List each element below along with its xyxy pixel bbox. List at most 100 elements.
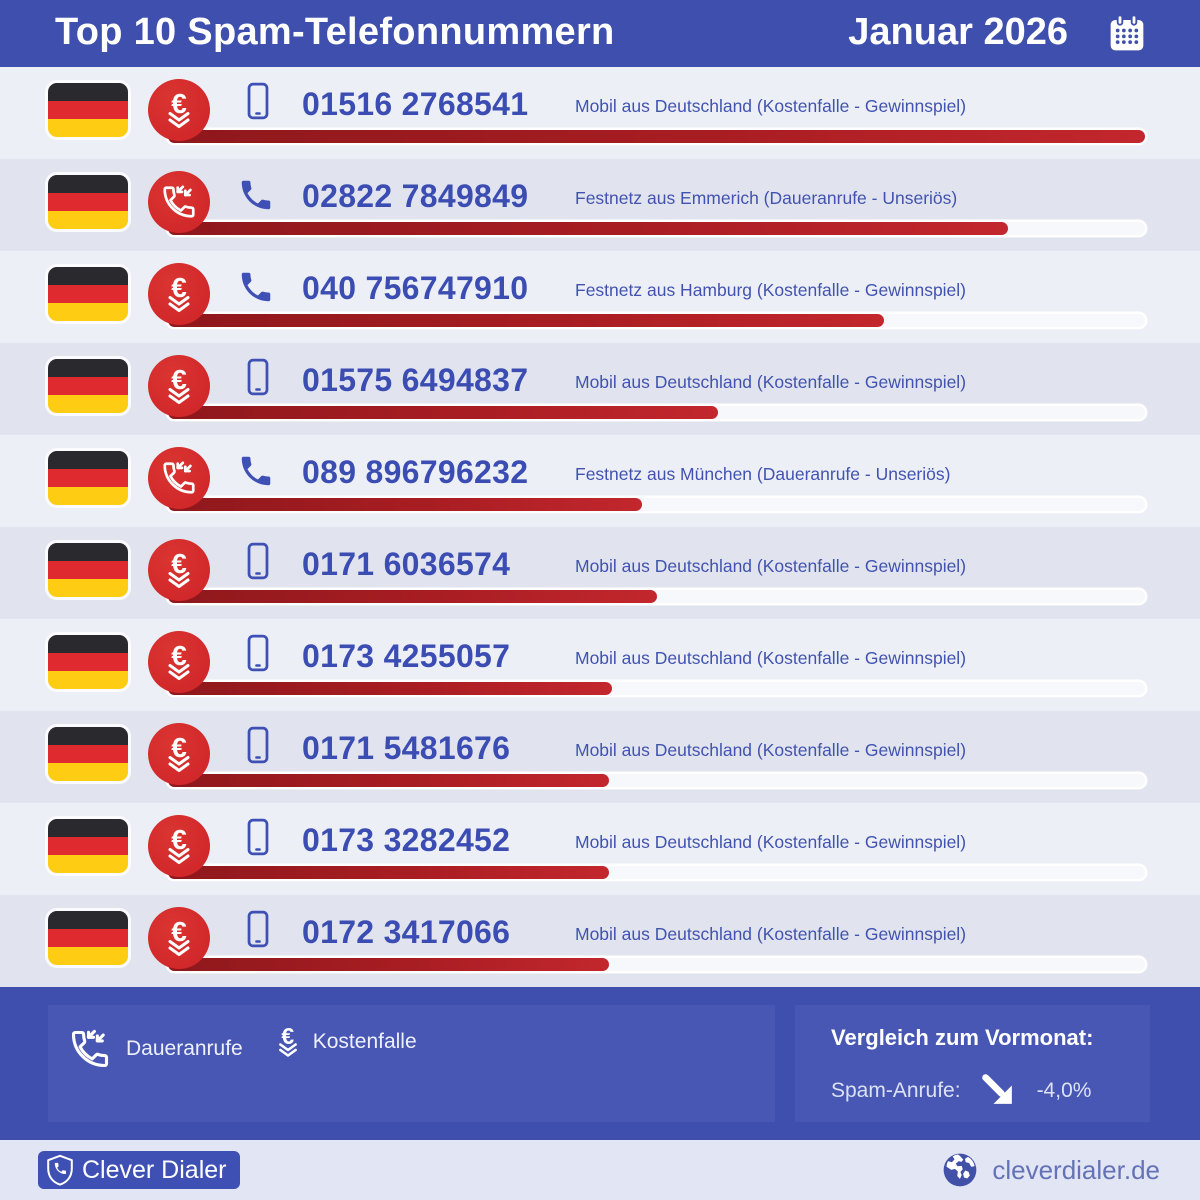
comparison-row: Spam-Anrufe: -4,0% bbox=[831, 1069, 1091, 1113]
spam-frequency-bar-fill bbox=[168, 958, 609, 971]
spam-row-6: € 0171 6036574 Mobil aus Deutsc bbox=[0, 527, 1200, 619]
spam-description: Festnetz aus Hamburg (Kostenfalle - Gewi… bbox=[575, 280, 967, 300]
spam-frequency-bar-track bbox=[168, 498, 1145, 511]
spam-category-badge: € bbox=[148, 907, 210, 969]
spam-frequency-bar-fill bbox=[168, 774, 609, 787]
shield-phone-icon bbox=[47, 1154, 73, 1186]
mobile-phone-icon bbox=[247, 542, 269, 580]
spam-frequency-bar-track bbox=[168, 130, 1145, 143]
spam-frequency-bar-fill bbox=[168, 406, 719, 419]
euro-trap-icon: € bbox=[166, 366, 192, 404]
legend-item-daueranrufe: Daueranrufe bbox=[68, 1027, 243, 1071]
header-bar: Top 10 Spam-Telefonnummern Januar 2026 bbox=[0, 0, 1200, 67]
euro-trap-icon: € bbox=[166, 642, 192, 680]
spam-category-badge: € bbox=[148, 171, 210, 233]
spam-description: Mobil aus Deutschland (Kostenfalle - Gew… bbox=[575, 832, 967, 852]
spam-category-badge: € bbox=[148, 723, 210, 785]
footer-bar: Clever Dialer cleverdialer.de bbox=[0, 1140, 1200, 1200]
spam-description: Festnetz aus München (Daueranrufe - Unse… bbox=[575, 464, 951, 484]
germany-flag bbox=[48, 635, 128, 689]
incoming-call-icon bbox=[71, 1029, 109, 1068]
brand-name: Clever Dialer bbox=[82, 1155, 227, 1184]
comparison-title: Vergleich zum Vormonat: bbox=[831, 1025, 1094, 1050]
spam-frequency-bar-fill bbox=[168, 682, 612, 695]
phone-number: 040 756747910 bbox=[302, 270, 529, 306]
spam-category-badge: € bbox=[148, 355, 210, 417]
spam-frequency-bar-track bbox=[168, 406, 1145, 419]
germany-flag bbox=[48, 819, 128, 873]
spam-row-9: € 0173 3282452 Mobil aus Deutsc bbox=[0, 803, 1200, 895]
spam-frequency-bar-fill bbox=[168, 130, 1145, 143]
spam-row-8: € 0171 5481676 Mobil aus Deutsc bbox=[0, 711, 1200, 803]
spam-description: Mobil aus Deutschland (Kostenfalle - Gew… bbox=[575, 924, 967, 944]
germany-flag bbox=[48, 267, 128, 321]
spam-number-list: € 01516 2768541 Mobil aus Deuts bbox=[0, 67, 1200, 987]
phone-number: 089 896796232 bbox=[302, 454, 529, 490]
spam-row-10: € 0172 3417066 Mobil aus Deutsc bbox=[0, 895, 1200, 987]
summary-band: Daueranrufe € Kostenfalle Vergleich zum … bbox=[0, 987, 1200, 1140]
arrow-down-right-icon bbox=[981, 1074, 1012, 1104]
phone-number: 0171 5481676 bbox=[302, 730, 511, 766]
spam-description: Mobil aus Deutschland (Kostenfalle - Gew… bbox=[575, 96, 967, 116]
legend-panel: Daueranrufe € Kostenfalle bbox=[48, 1005, 775, 1122]
spam-description: Festnetz aus Emmerich (Daueranrufe - Uns… bbox=[575, 188, 958, 208]
mobile-phone-icon bbox=[247, 818, 269, 856]
mobile-phone-icon bbox=[247, 726, 269, 764]
phone-number: 0173 4255057 bbox=[302, 638, 511, 674]
comparison-label: Spam-Anrufe: bbox=[831, 1079, 961, 1102]
website-url: cleverdialer.de bbox=[992, 1154, 1160, 1185]
page-title: Top 10 Spam-Telefonnummern bbox=[55, 11, 615, 53]
comparison-panel: Vergleich zum Vormonat: Spam-Anrufe: -4,… bbox=[795, 1005, 1150, 1122]
spam-row-5: € 089 896796232 Festnetz aus Mü bbox=[0, 435, 1200, 527]
brand-badge: Clever Dialer bbox=[38, 1151, 241, 1189]
spam-frequency-bar-track bbox=[168, 222, 1145, 235]
website-link: cleverdialer.de bbox=[941, 1151, 1160, 1189]
spam-description: Mobil aus Deutschland (Kostenfalle - Gew… bbox=[575, 648, 967, 668]
euro-trap-icon: € bbox=[166, 734, 192, 772]
spam-row-7: € 0173 4255057 Mobil aus Deutsc bbox=[0, 619, 1200, 711]
phone-number: 01516 2768541 bbox=[302, 86, 529, 122]
landline-phone-icon bbox=[241, 456, 271, 486]
spam-frequency-bar-track bbox=[168, 590, 1145, 603]
germany-flag bbox=[48, 911, 128, 965]
calendar-icon bbox=[1110, 14, 1144, 51]
incoming-call-icon bbox=[163, 185, 195, 218]
spam-row-1: € 01516 2768541 Mobil aus Deuts bbox=[0, 67, 1200, 159]
spam-category-badge: € bbox=[148, 815, 210, 877]
spam-category-badge: € bbox=[148, 631, 210, 693]
phone-number: 0171 6036574 bbox=[302, 546, 511, 582]
globe-icon bbox=[943, 1153, 977, 1187]
euro-trap-icon: € bbox=[277, 1025, 299, 1057]
incoming-call-icon bbox=[163, 461, 195, 494]
spam-description: Mobil aus Deutschland (Kostenfalle - Gew… bbox=[575, 556, 967, 576]
spam-frequency-bar-track bbox=[168, 958, 1145, 971]
spam-category-badge: € bbox=[148, 447, 210, 509]
spam-category-badge: € bbox=[148, 79, 210, 141]
spam-row-2: € 02822 7849849 Festnetz aus Em bbox=[0, 159, 1200, 251]
euro-trap-icon: € bbox=[166, 90, 192, 128]
euro-trap-icon: € bbox=[166, 826, 192, 864]
period-label: Januar 2026 bbox=[848, 11, 1068, 53]
germany-flag bbox=[48, 83, 128, 137]
spam-description: Mobil aus Deutschland (Kostenfalle - Gew… bbox=[575, 740, 967, 760]
legend-item-kostenfalle: € Kostenfalle bbox=[277, 1025, 417, 1057]
spam-frequency-bar-track bbox=[168, 774, 1145, 787]
phone-number: 0172 3417066 bbox=[302, 914, 511, 950]
germany-flag bbox=[48, 175, 128, 229]
spam-category-badge: € bbox=[148, 263, 210, 325]
spam-category-badge: € bbox=[148, 539, 210, 601]
mobile-phone-icon bbox=[247, 910, 269, 948]
spam-frequency-bar-track bbox=[168, 314, 1145, 327]
euro-trap-icon: € bbox=[166, 918, 192, 956]
spam-row-3: € 040 756747910 Festnetz aus Ha bbox=[0, 251, 1200, 343]
phone-number: 01575 6494837 bbox=[302, 362, 529, 398]
germany-flag bbox=[48, 451, 128, 505]
mobile-phone-icon bbox=[247, 82, 269, 120]
euro-trap-icon: € bbox=[166, 274, 192, 312]
spam-description: Mobil aus Deutschland (Kostenfalle - Gew… bbox=[575, 372, 967, 392]
germany-flag bbox=[48, 727, 128, 781]
landline-phone-icon bbox=[241, 272, 271, 302]
spam-frequency-bar-track bbox=[168, 866, 1145, 879]
mobile-phone-icon bbox=[247, 634, 269, 672]
